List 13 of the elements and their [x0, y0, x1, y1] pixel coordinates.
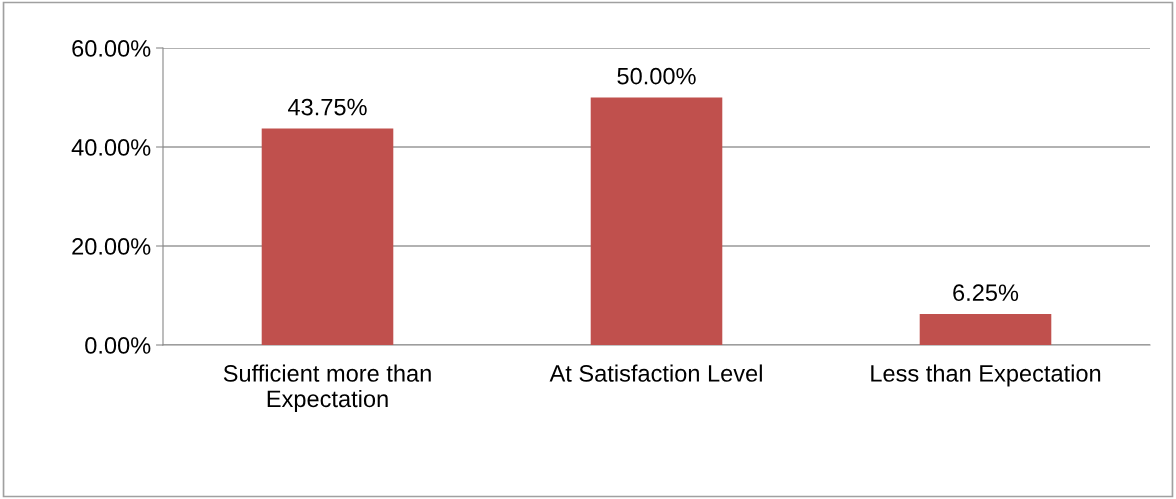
y-tick-label: 0.00% — [85, 337, 151, 354]
x-tick-label: Sufficient more than Expectation — [223, 364, 431, 412]
data-label: 50.00% — [617, 67, 696, 85]
y-tick-label: 20.00% — [72, 238, 151, 255]
y-tick-label: 40.00% — [71, 139, 151, 156]
y-tick-label: 60.00% — [72, 40, 151, 57]
x-tick-label: At Satisfaction Level — [549, 364, 762, 382]
data-label: 6.25% — [953, 284, 1019, 302]
data-label: 43.75% — [288, 98, 367, 116]
bar — [261, 128, 394, 345]
bar — [590, 97, 723, 345]
x-tick-label: Less than Expectation — [871, 364, 1101, 387]
bar — [919, 314, 1052, 345]
